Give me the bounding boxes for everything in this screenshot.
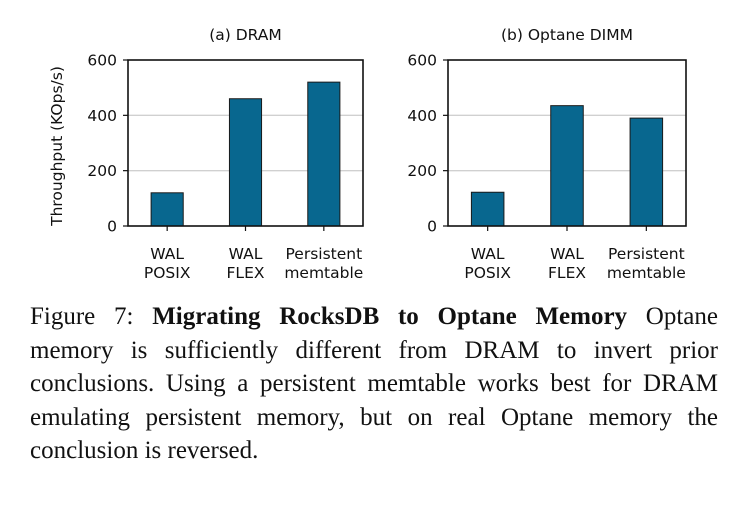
bar-1-0 [470,191,505,227]
chart-title: (b) Optane DIMM [501,26,633,44]
x-tick-label: WAL [229,245,263,263]
bar-1-1 [550,105,584,227]
y-axis-label: Throughput (KOps/s) [48,66,66,227]
chart-title: (a) DRAM [209,26,282,44]
caption-title: Migrating RocksDB to Optane Memory [152,303,628,330]
plot-frame-0 [127,59,364,227]
y-tick-label: 0 [107,218,117,236]
x-tick-label: FLEX [227,264,265,282]
x-tick-label: FLEX [548,264,586,282]
x-tick-label: Persistent [285,245,362,263]
figure: 0200400600WALPOSIXWALFLEXPersistentmemta… [48,26,687,282]
caption-label: Figure 7: [30,303,153,330]
x-tick-label: memtable [284,264,363,282]
x-tick-label: POSIX [144,264,191,282]
bar-1-2 [629,117,664,227]
x-tick-label: memtable [607,264,686,282]
bar-0-1 [228,98,263,227]
figure-caption: Figure 7: Migrating RocksDB to Optane Me… [30,300,718,468]
plot-frame-1 [447,59,687,227]
y-tick-label: 200 [407,162,437,180]
y-tick-label: 600 [407,52,437,70]
x-tick-label: Persistent [608,245,685,263]
y-tick-label: 400 [87,107,117,125]
bar-0-0 [150,192,184,227]
caption-text: Optane memory is sufficiently different … [30,303,718,464]
x-tick-label: WAL [150,245,184,263]
x-tick-label: WAL [550,245,584,263]
y-tick-label: 600 [87,52,117,70]
y-tick-label: 0 [427,218,437,236]
bar-0-2 [307,81,341,227]
y-tick-label: 400 [407,107,437,125]
x-tick-label: POSIX [464,264,511,282]
y-tick-label: 200 [87,162,117,180]
x-tick-label: WAL [471,245,505,263]
